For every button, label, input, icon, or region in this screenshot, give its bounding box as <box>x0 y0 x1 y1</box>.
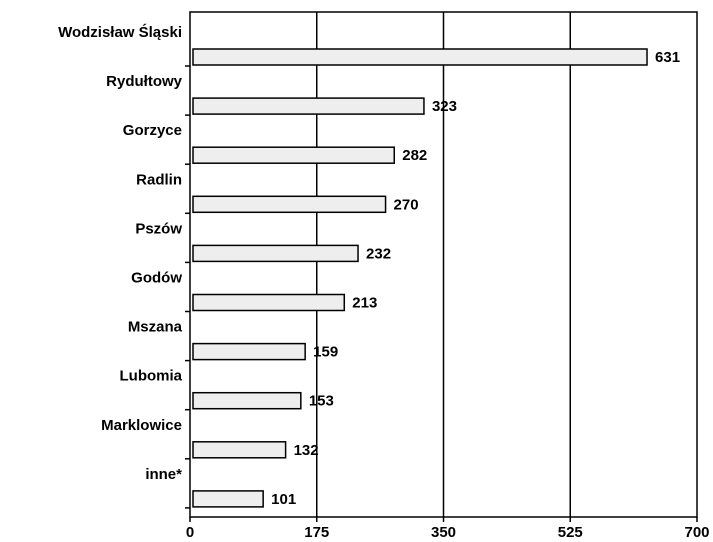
bar-8 <box>192 441 287 459</box>
bar-5 <box>192 293 346 312</box>
value-labels: 631 323 282 270 232 213 159 153 132 101 <box>271 49 680 508</box>
category-label-0: Wodzisław Śląski <box>58 23 182 41</box>
bar-9 <box>192 490 264 508</box>
category-label-9: inne* <box>145 466 182 483</box>
category-label-8: Marklowice <box>101 417 182 434</box>
bar-2 <box>192 146 395 164</box>
x-tick-label-700: 700 <box>684 524 709 541</box>
category-label-4: Pszów <box>135 220 182 237</box>
value-label-4: 232 <box>366 245 391 262</box>
category-label-2: Gorzyce <box>123 122 182 139</box>
x-tick-label-175: 175 <box>304 524 329 541</box>
bar-7 <box>192 391 302 410</box>
category-labels: Wodzisław Śląski Rydułtowy Gorzyce Radlin Ps… <box>58 23 183 483</box>
value-label-2: 282 <box>402 147 427 164</box>
category-label-1: Rydułtowy <box>106 73 182 90</box>
value-label-3: 270 <box>394 196 419 213</box>
value-label-7: 153 <box>309 393 334 410</box>
x-tick-label-350: 350 <box>431 524 456 541</box>
value-label-5: 213 <box>352 295 377 312</box>
bar-4 <box>192 244 359 263</box>
gridlines <box>316 12 571 517</box>
value-label-0: 631 <box>655 49 680 66</box>
category-label-6: Mszana <box>128 319 183 336</box>
bars <box>192 48 648 508</box>
bar-1 <box>192 97 425 115</box>
bar-3 <box>192 195 387 214</box>
bar-0 <box>192 48 648 66</box>
value-label-1: 323 <box>432 98 457 115</box>
value-label-8: 132 <box>294 442 319 459</box>
x-axis-ticks: 0 175 350 525 700 <box>186 517 710 541</box>
value-label-9: 101 <box>271 491 296 508</box>
x-tick-label-0: 0 <box>186 524 194 541</box>
category-label-3: Radlin <box>136 171 182 188</box>
category-label-5: Godów <box>131 270 182 287</box>
bar-6 <box>192 342 306 361</box>
category-label-7: Lubomia <box>120 368 183 385</box>
value-label-6: 159 <box>313 344 338 361</box>
x-tick-label-525: 525 <box>558 524 583 541</box>
